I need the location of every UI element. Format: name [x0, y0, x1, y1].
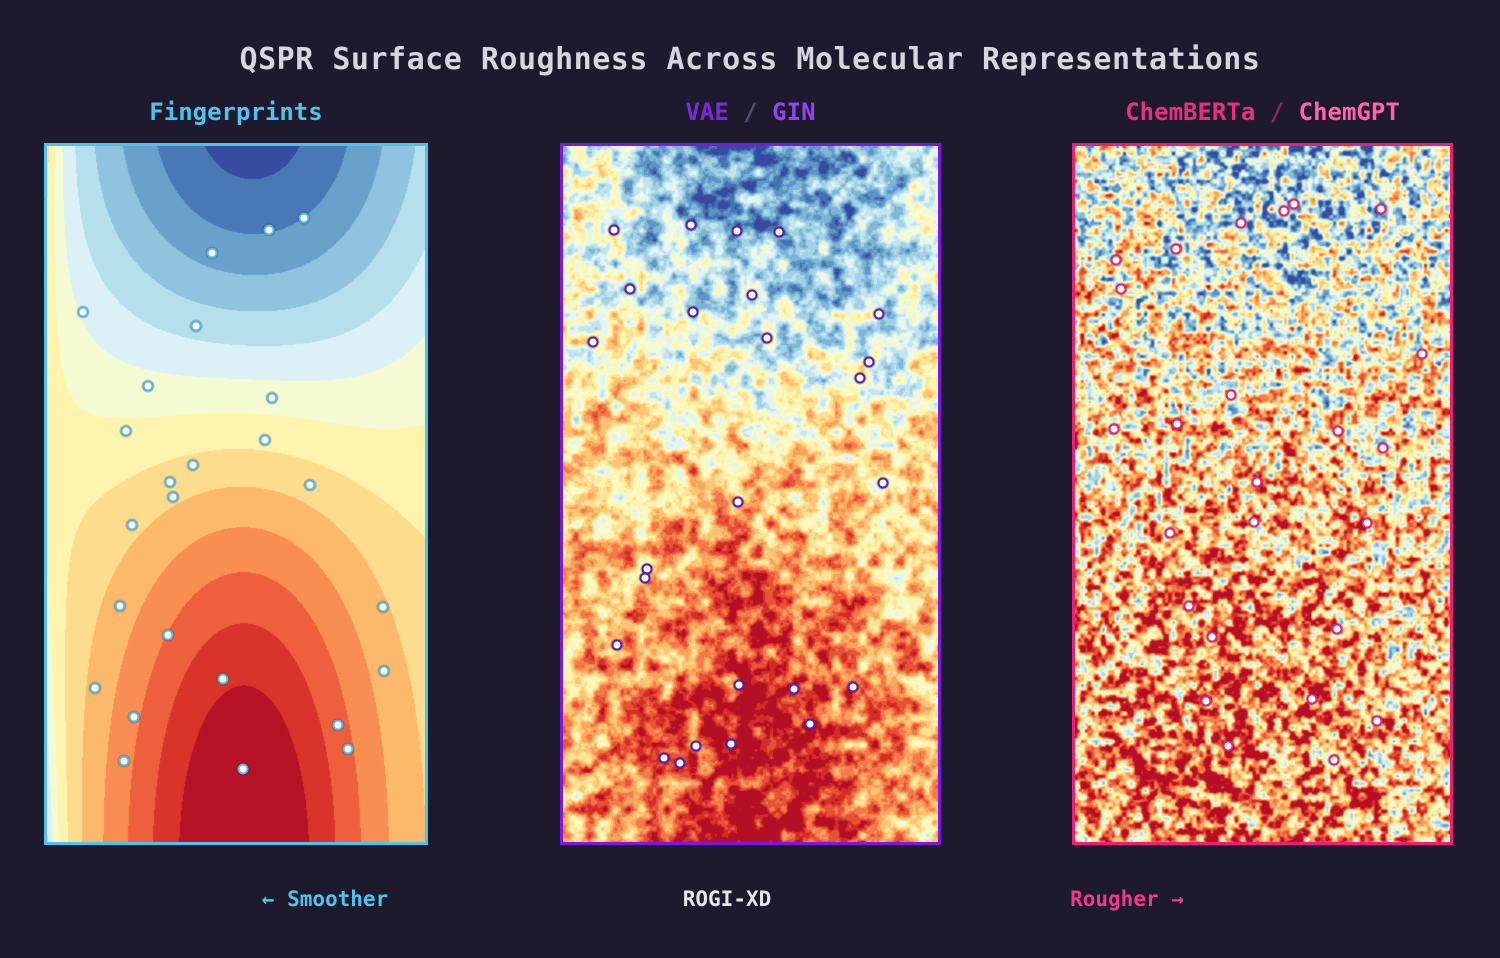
panel-fingerprints: Fingerprints: [44, 98, 428, 845]
scatter-point: [1371, 715, 1383, 727]
scatter-point: [731, 225, 743, 237]
scatter-point: [377, 601, 389, 613]
scatter-point: [164, 476, 176, 488]
scatter-point: [863, 356, 875, 368]
scatter-point: [1278, 205, 1289, 217]
scatter-point: [342, 743, 354, 755]
scatter-point: [1170, 243, 1181, 255]
scatter-point: [217, 673, 229, 685]
scatter-point: [746, 289, 758, 301]
scatter-point: [658, 752, 670, 764]
panel-vae-gin: VAE / GIN: [560, 98, 941, 845]
scatter-point: [788, 683, 800, 695]
scatter-point: [1377, 442, 1389, 454]
scatter-point: [1375, 203, 1387, 215]
scatter-point: [1108, 423, 1120, 435]
scatter-point: [1251, 476, 1263, 488]
scatter-point: [1306, 693, 1318, 705]
scatter-point: [1288, 198, 1300, 210]
scatter-point: [1331, 623, 1343, 635]
scatter-point: [237, 763, 249, 775]
scatter-point: [611, 639, 623, 651]
heatmap-canvas-fingerprints: [47, 146, 425, 842]
panel-title-chemberta-chemgpt: ChemBERTa / ChemGPT: [1072, 98, 1453, 126]
scatter-point: [1332, 425, 1344, 437]
scatter-point: [587, 336, 599, 348]
scatter-point: [190, 320, 202, 332]
scatter-point: [1235, 217, 1247, 229]
scatter-point: [259, 434, 271, 446]
scatter-point: [608, 224, 620, 236]
heatmap-fingerprints: [44, 143, 428, 845]
panel-title-part: /: [1255, 98, 1299, 126]
panel-title-part: /: [728, 98, 773, 126]
heatmap-chemberta-chemgpt: [1072, 143, 1453, 845]
scatter-point: [1225, 389, 1237, 401]
panel-chemberta-chemgpt: ChemBERTa / ChemGPT: [1072, 98, 1453, 845]
scatter-point: [266, 392, 278, 404]
scatter-point: [118, 755, 130, 767]
panel-title-fingerprints: Fingerprints: [44, 98, 428, 126]
scatter-point: [732, 496, 744, 508]
heatmap-canvas-chemberta-chemgpt: [1075, 146, 1450, 842]
scatter-point: [1416, 348, 1427, 360]
scatter-point: [1164, 527, 1175, 539]
axis-label-smoother: ← Smoother: [261, 887, 389, 911]
panel-title-part: GIN: [772, 98, 816, 126]
scatter-point: [773, 226, 785, 238]
scatter-point: [804, 718, 816, 730]
scatter-point: [1115, 283, 1127, 295]
axis-label-rogi-xd: ROGI-XD: [682, 887, 772, 911]
scatter-point: [1361, 517, 1373, 529]
scatter-point: [1222, 740, 1234, 752]
scatter-point: [167, 491, 179, 503]
scatter-point: [733, 679, 745, 691]
scatter-point: [685, 219, 697, 231]
panel-title-part: ChemBERTa: [1125, 98, 1256, 126]
scatter-point: [1328, 754, 1340, 766]
figure-title: QSPR Surface Roughness Across Molecular …: [239, 42, 1261, 77]
scatter-point: [89, 682, 101, 694]
scatter-point: [1248, 516, 1260, 528]
scatter-point: [128, 711, 140, 723]
scatter-point: [126, 519, 138, 531]
scatter-point: [624, 283, 636, 295]
scatter-point: [120, 425, 132, 437]
scatter-point: [304, 479, 316, 491]
scatter-point: [298, 212, 310, 224]
scatter-point: [690, 740, 702, 752]
scatter-point: [1200, 695, 1212, 707]
panel-title-vae-gin: VAE / GIN: [560, 98, 941, 126]
scatter-point: [674, 757, 686, 769]
scatter-point: [206, 247, 218, 259]
scatter-point: [639, 572, 651, 584]
scatter-point: [687, 306, 699, 318]
scatter-point: [1171, 418, 1183, 430]
heatmap-canvas-vae-gin: [563, 146, 938, 842]
scatter-point: [142, 380, 154, 392]
scatter-point: [761, 332, 773, 344]
scatter-point: [1183, 600, 1195, 612]
scatter-point: [1206, 631, 1218, 643]
scatter-point: [877, 477, 889, 489]
axis-label-rougher: Rougher →: [1070, 887, 1184, 911]
scatter-point: [1110, 254, 1121, 266]
panel-title-part: Fingerprints: [149, 98, 323, 126]
scatter-point: [854, 372, 866, 384]
scatter-point: [114, 600, 126, 612]
scatter-point: [725, 738, 737, 750]
scatter-point: [77, 306, 89, 318]
panel-title-part: VAE: [685, 98, 729, 126]
x-axis-annotation-row: ← Smoother ROGI-XD Rougher →: [0, 887, 1500, 917]
scatter-point: [332, 719, 344, 731]
scatter-point: [847, 681, 859, 693]
scatter-point: [873, 308, 885, 320]
scatter-point: [187, 459, 199, 471]
scatter-point: [378, 665, 390, 677]
scatter-point: [263, 224, 274, 236]
panel-title-part: ChemGPT: [1298, 98, 1400, 126]
scatter-point: [162, 629, 174, 641]
heatmap-vae-gin: [560, 143, 941, 845]
